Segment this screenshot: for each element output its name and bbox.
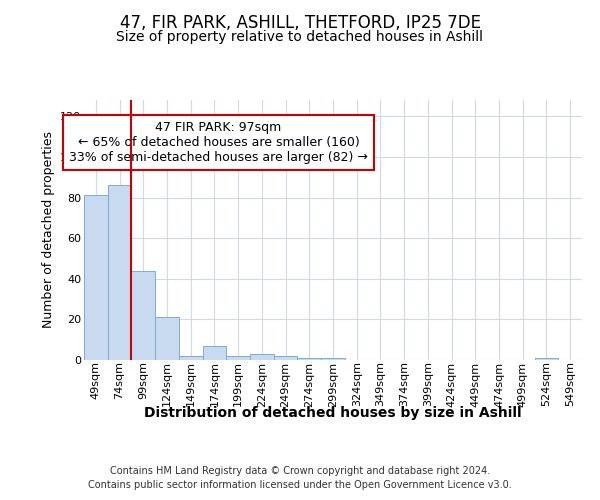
Bar — [250, 354, 274, 360]
Bar — [179, 356, 203, 360]
Bar — [274, 356, 298, 360]
Bar — [298, 358, 321, 360]
Bar — [108, 186, 131, 360]
Text: Distribution of detached houses by size in Ashill: Distribution of detached houses by size … — [144, 406, 522, 419]
Bar — [321, 358, 345, 360]
Text: 47, FIR PARK, ASHILL, THETFORD, IP25 7DE: 47, FIR PARK, ASHILL, THETFORD, IP25 7DE — [119, 14, 481, 32]
Bar — [155, 318, 179, 360]
Bar — [226, 356, 250, 360]
Bar — [203, 346, 226, 360]
Text: 47 FIR PARK: 97sqm
← 65% of detached houses are smaller (160)
33% of semi-detach: 47 FIR PARK: 97sqm ← 65% of detached hou… — [69, 121, 368, 164]
Y-axis label: Number of detached properties: Number of detached properties — [41, 132, 55, 328]
Text: Contains HM Land Registry data © Crown copyright and database right 2024.
Contai: Contains HM Land Registry data © Crown c… — [88, 466, 512, 489]
Bar — [131, 270, 155, 360]
Bar — [84, 196, 108, 360]
Bar — [535, 358, 558, 360]
Text: Size of property relative to detached houses in Ashill: Size of property relative to detached ho… — [116, 30, 484, 44]
